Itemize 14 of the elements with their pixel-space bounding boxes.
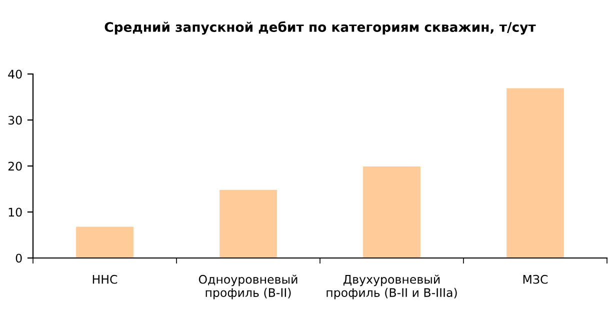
bar bbox=[220, 190, 277, 258]
x-tick-label: Одноуровневый профиль (В-II) bbox=[198, 274, 298, 300]
bar bbox=[76, 226, 134, 258]
x-tick-label: МЗС bbox=[523, 274, 548, 284]
x-tick-label: ННС bbox=[92, 274, 118, 284]
y-tick-label: 10 bbox=[8, 208, 22, 217]
x-tick-label: Двухуровневый профиль (В-II и В-IIIa) bbox=[326, 274, 457, 300]
chart-title: Средний запускной дебит по категориям скважин, т/сут bbox=[104, 21, 536, 35]
y-tick-label: 40 bbox=[8, 70, 22, 79]
bar bbox=[363, 166, 420, 258]
y-tick-label: 0 bbox=[16, 254, 22, 263]
y-tick-label: 30 bbox=[8, 116, 22, 125]
bar bbox=[506, 88, 564, 258]
y-tick-label: 20 bbox=[8, 162, 22, 171]
